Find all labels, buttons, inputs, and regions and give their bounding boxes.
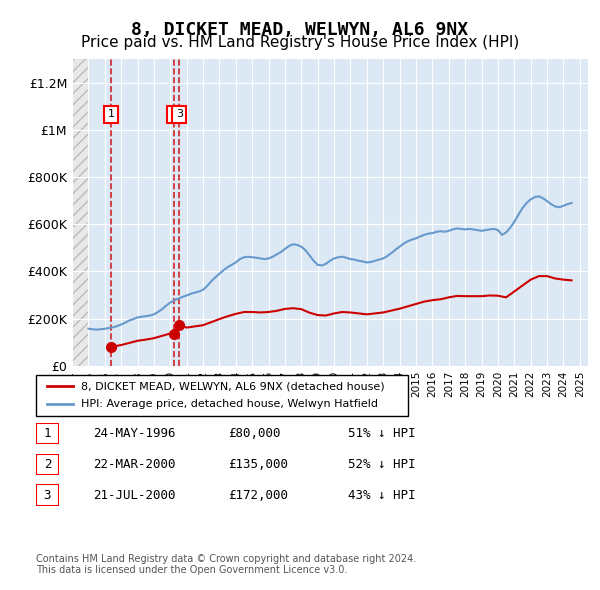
FancyBboxPatch shape bbox=[36, 484, 59, 506]
Text: Price paid vs. HM Land Registry's House Price Index (HPI): Price paid vs. HM Land Registry's House … bbox=[81, 35, 519, 50]
Text: Contains HM Land Registry data © Crown copyright and database right 2024.
This d: Contains HM Land Registry data © Crown c… bbox=[36, 553, 416, 575]
Text: 3: 3 bbox=[176, 109, 183, 119]
Text: 43% ↓ HPI: 43% ↓ HPI bbox=[348, 489, 415, 502]
Text: £172,000: £172,000 bbox=[228, 489, 288, 502]
Text: 24-MAY-1996: 24-MAY-1996 bbox=[93, 427, 176, 440]
Text: £80,000: £80,000 bbox=[228, 427, 281, 440]
FancyBboxPatch shape bbox=[36, 454, 59, 475]
Text: £135,000: £135,000 bbox=[228, 458, 288, 471]
Bar bbox=[72, 59, 88, 366]
Text: 21-JUL-2000: 21-JUL-2000 bbox=[93, 489, 176, 502]
Text: 51% ↓ HPI: 51% ↓ HPI bbox=[348, 427, 415, 440]
FancyBboxPatch shape bbox=[36, 375, 408, 416]
Text: 8, DICKET MEAD, WELWYN, AL6 9NX: 8, DICKET MEAD, WELWYN, AL6 9NX bbox=[131, 21, 469, 39]
Text: 22-MAR-2000: 22-MAR-2000 bbox=[93, 458, 176, 471]
Text: 1: 1 bbox=[44, 427, 51, 440]
Text: 2: 2 bbox=[44, 458, 51, 471]
Text: HPI: Average price, detached house, Welwyn Hatfield: HPI: Average price, detached house, Welw… bbox=[80, 399, 377, 409]
Text: 3: 3 bbox=[44, 489, 51, 502]
Text: 8, DICKET MEAD, WELWYN, AL6 9NX (detached house): 8, DICKET MEAD, WELWYN, AL6 9NX (detache… bbox=[80, 381, 384, 391]
Text: 2: 2 bbox=[170, 109, 178, 119]
Text: 1: 1 bbox=[108, 109, 115, 119]
Text: 52% ↓ HPI: 52% ↓ HPI bbox=[348, 458, 415, 471]
Bar bbox=[72, 59, 88, 366]
FancyBboxPatch shape bbox=[36, 423, 59, 444]
